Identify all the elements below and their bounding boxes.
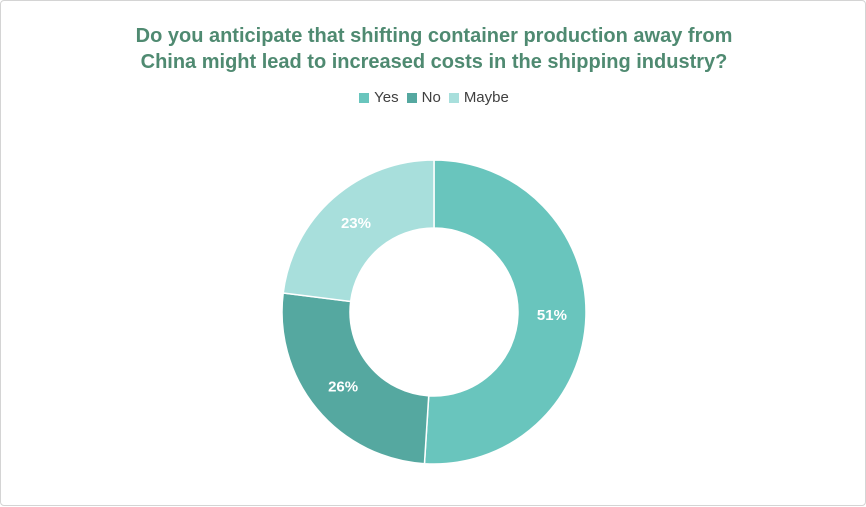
donut-slices: [281, 159, 587, 465]
chart-title-line-1: Do you anticipate that shifting containe…: [135, 25, 733, 47]
donut-labels: 51% 26% 23%: [328, 215, 567, 396]
chart-legend: Yes No Maybe: [1, 89, 866, 106]
slice-label-maybe: 23%: [341, 215, 371, 232]
slice-no: [281, 292, 430, 465]
slice-label-yes: 51%: [537, 307, 567, 324]
slice-yes: [423, 159, 587, 465]
legend-item-yes: Yes: [359, 89, 399, 106]
chart-title: Do you anticipate that shifting containe…: [1, 23, 866, 75]
legend-swatch-no: [406, 92, 417, 103]
legend-swatch-maybe: [448, 92, 459, 103]
legend-swatch-yes: [359, 92, 370, 103]
legend-label-no: No: [421, 89, 441, 106]
legend-label-maybe: Maybe: [463, 89, 509, 106]
slice-maybe: [282, 159, 435, 303]
slice-label-no: 26%: [328, 379, 358, 396]
legend-item-no: No: [406, 89, 441, 106]
legend-label-yes: Yes: [374, 89, 399, 106]
legend-item-maybe: Maybe: [448, 89, 509, 106]
chart-title-line-2: China might lead to increased costs in t…: [140, 51, 728, 73]
